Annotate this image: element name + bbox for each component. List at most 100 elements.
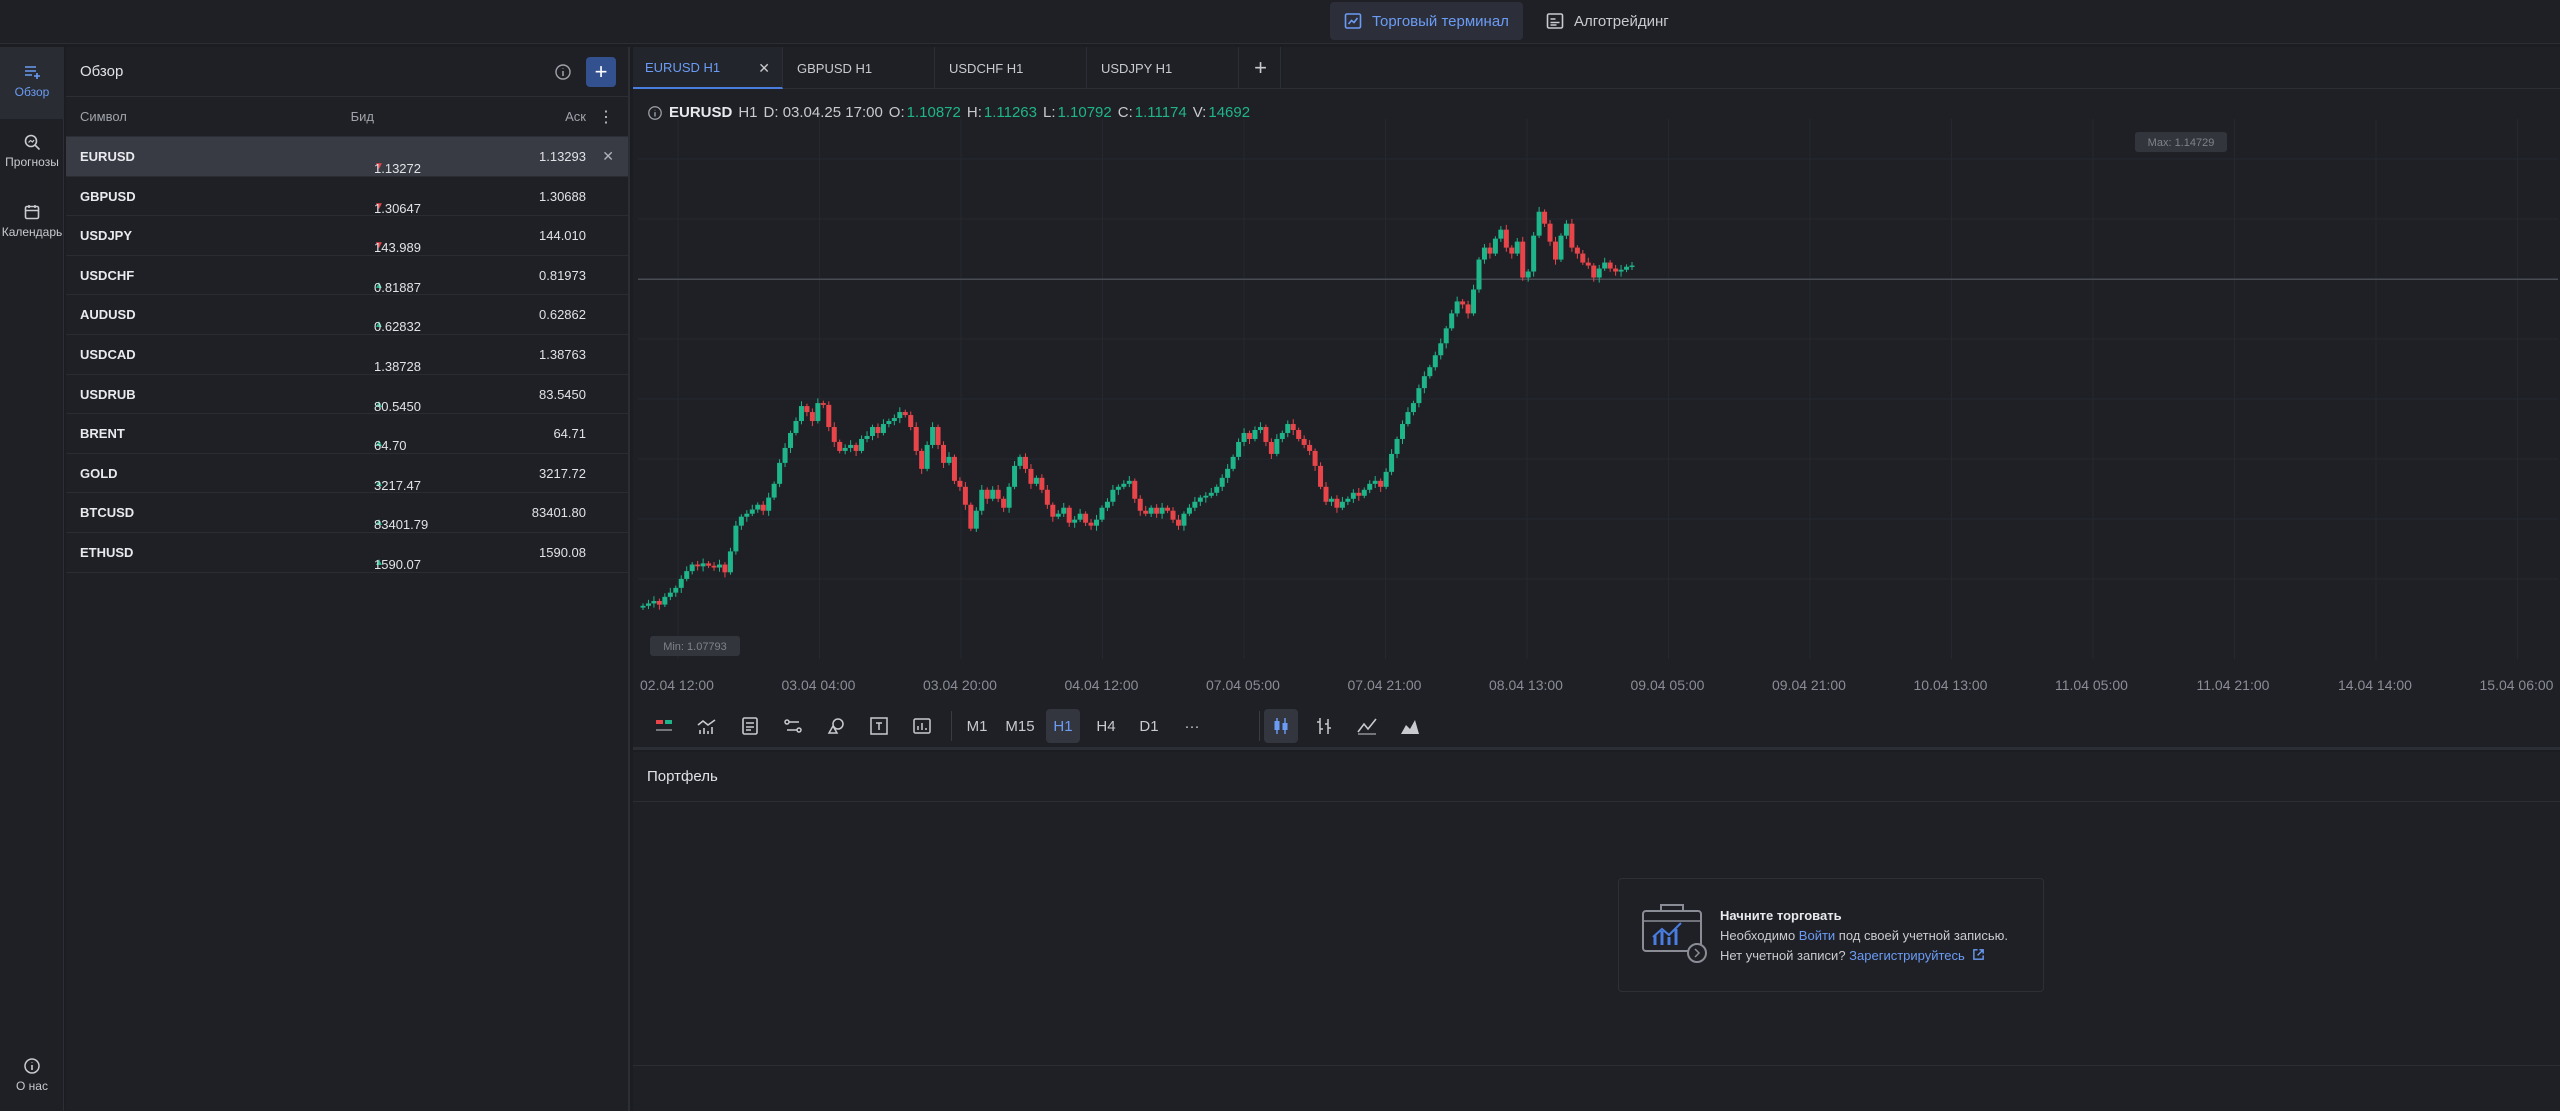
watchlist-row-audusd[interactable]: AUDUSD ▲ 0.62832 0.62862 [66, 295, 628, 335]
col-ask[interactable]: Аск [565, 109, 586, 124]
watchlist-row-usdjpy[interactable]: USDJPY ▼ 143.989 144.010 [66, 216, 628, 256]
add-tab-button[interactable]: + [1241, 47, 1281, 89]
row-ask: 1.13293 [539, 149, 586, 164]
nav-about[interactable]: О нас [0, 1057, 64, 1107]
bars-type-button[interactable] [1307, 709, 1341, 743]
candle-body [1367, 483, 1373, 490]
tf-m1-button[interactable]: M1 [966, 717, 988, 735]
area-type-button[interactable] [1393, 709, 1427, 743]
row-symbol: AUDUSD [80, 307, 136, 323]
candle-body [1400, 424, 1406, 439]
candle-body [689, 564, 695, 572]
notes-button[interactable] [733, 709, 767, 743]
nav-calendar[interactable]: Календарь [0, 203, 64, 263]
draw-line-button[interactable] [776, 709, 810, 743]
candlestick-chart[interactable]: Max: 1.14729 Min: 1.07793 02.04 12:00 03.04… [633, 89, 2560, 701]
chart-window-icon [1344, 13, 1362, 29]
min-label: Min: 1.07793 [663, 641, 727, 653]
ohlc-open: 1.10872 [906, 104, 961, 121]
candle-body [1345, 498, 1351, 502]
tab-usdchf[interactable]: USDCHF H1 [937, 47, 1087, 89]
candle-body [864, 435, 870, 439]
text-tool-button[interactable] [862, 709, 896, 743]
chart-settings-button[interactable] [905, 709, 939, 743]
candle-body [684, 571, 690, 579]
ohlc-bars-icon [1317, 718, 1331, 734]
watchlist-row-btcusd[interactable]: BTCUSD ▲ 83401.79 83401.80 [66, 493, 628, 533]
candle-body [826, 404, 832, 428]
nav-overview[interactable]: Обзор [0, 47, 64, 119]
tf-h4-button[interactable]: H4 [1096, 717, 1116, 735]
magnifier-icon [24, 134, 41, 151]
candles-type-button[interactable] [1264, 709, 1298, 743]
briefcase-chart-icon [1642, 904, 1707, 963]
close-icon[interactable]: ✕ [758, 60, 770, 76]
watchlist-row-usdcad[interactable]: USDCAD 1.38728 1.38763 [66, 335, 628, 375]
candle-body [1197, 497, 1203, 502]
watchlist-row-usdchf[interactable]: USDCHF ▲ 0.81887 0.81973 [66, 256, 628, 296]
trading-terminal-button[interactable]: Торговый терминал [1330, 2, 1523, 40]
candle-body [1061, 507, 1067, 514]
candle-body [859, 438, 865, 451]
candle-body [1285, 424, 1291, 433]
tab-gbpusd[interactable]: GBPUSD H1 [785, 47, 935, 89]
watchlist-row-brent[interactable]: BRENT ▲ 64.70 64.71 [66, 414, 628, 454]
tf-m15-button[interactable]: M15 [1005, 717, 1035, 735]
col-symbol[interactable]: Символ [80, 109, 127, 124]
col-bid[interactable]: Бид [350, 109, 374, 124]
tab-label: USDCHF H1 [949, 60, 1024, 76]
tab-usdjpy[interactable]: USDJPY H1 [1089, 47, 1239, 89]
external-link-icon[interactable] [1972, 948, 1985, 961]
line-type-button[interactable] [1350, 709, 1384, 743]
row-ask: 1.30688 [539, 188, 586, 204]
candle-body [1307, 444, 1313, 451]
candle-body [848, 444, 854, 448]
tf-h1-button[interactable]: H1 [1046, 709, 1080, 743]
candle-body [1328, 498, 1334, 502]
candle-body [1624, 266, 1630, 270]
candle-body [1077, 513, 1083, 520]
candle-body [1290, 424, 1296, 430]
candle-body [1460, 301, 1466, 305]
more-vertical-icon[interactable]: ⋮ [598, 109, 614, 126]
watchlist-row-ethusd[interactable]: ETHUSD ▲ 1590.07 1590.08 [66, 533, 628, 573]
indicators-button[interactable] [690, 709, 724, 743]
nav-forecasts[interactable]: Прогнозы [0, 133, 64, 193]
register-link[interactable]: Зарегистрируйтесь [1849, 948, 1965, 963]
portfolio-divider [633, 1065, 2560, 1066]
algo-window-icon [1546, 13, 1564, 29]
indicator-chart-button[interactable] [647, 709, 681, 743]
candle-body [1509, 247, 1515, 254]
watchlist-row-gold[interactable]: GOLD ▲ 3217.47 3217.72 [66, 454, 628, 494]
algotrading-button[interactable]: Алготрейдинг [1532, 2, 1683, 40]
watchlist-row-eurusd[interactable]: EURUSD ▼ 1.13272 1.13293 ✕ [66, 137, 628, 177]
info-icon[interactable] [554, 63, 572, 81]
add-symbol-button[interactable]: + [586, 57, 616, 87]
watchlist-row-usdrub[interactable]: USDRUB ▲ 80.5450 83.5450 [66, 375, 628, 415]
candle-body [1476, 259, 1482, 290]
candle-body [760, 504, 766, 511]
ohlc-o-label: O: [888, 104, 905, 121]
candle-body [1154, 507, 1160, 514]
top-bar: Торговый терминал Алготрейдинг [0, 0, 2560, 44]
candle-body [793, 421, 799, 433]
watchlist-rows: EURUSD ▼ 1.13272 1.13293 ✕ GBPUSD ▼ 1.30647 1.… [66, 137, 628, 573]
watchlist-row-gbpusd[interactable]: GBPUSD ▼ 1.30647 1.30688 [66, 177, 628, 217]
candle-body [1531, 235, 1537, 272]
close-icon[interactable]: ✕ [602, 148, 614, 164]
shapes-button[interactable] [819, 709, 853, 743]
candle-body [880, 424, 886, 433]
candle-body [869, 427, 875, 436]
chart-area[interactable]: Max: 1.14729 Min: 1.07793 02.04 12:00 03.04… [633, 89, 2560, 701]
login-hint-pre: Необходимо [1720, 928, 1799, 943]
info-icon[interactable] [647, 105, 663, 121]
login-link[interactable]: Войти [1798, 928, 1836, 943]
candle-body [1471, 289, 1477, 314]
tf-d1-button[interactable]: D1 [1139, 717, 1159, 735]
row-symbol: GBPUSD [80, 188, 136, 204]
candle-body [727, 551, 733, 573]
more-timeframes-button[interactable]: ··· [1184, 717, 1200, 735]
candle-body [1170, 510, 1176, 520]
candle-body [1569, 223, 1575, 248]
tab-eurusd[interactable]: EURUSD H1 ✕ [633, 47, 783, 89]
